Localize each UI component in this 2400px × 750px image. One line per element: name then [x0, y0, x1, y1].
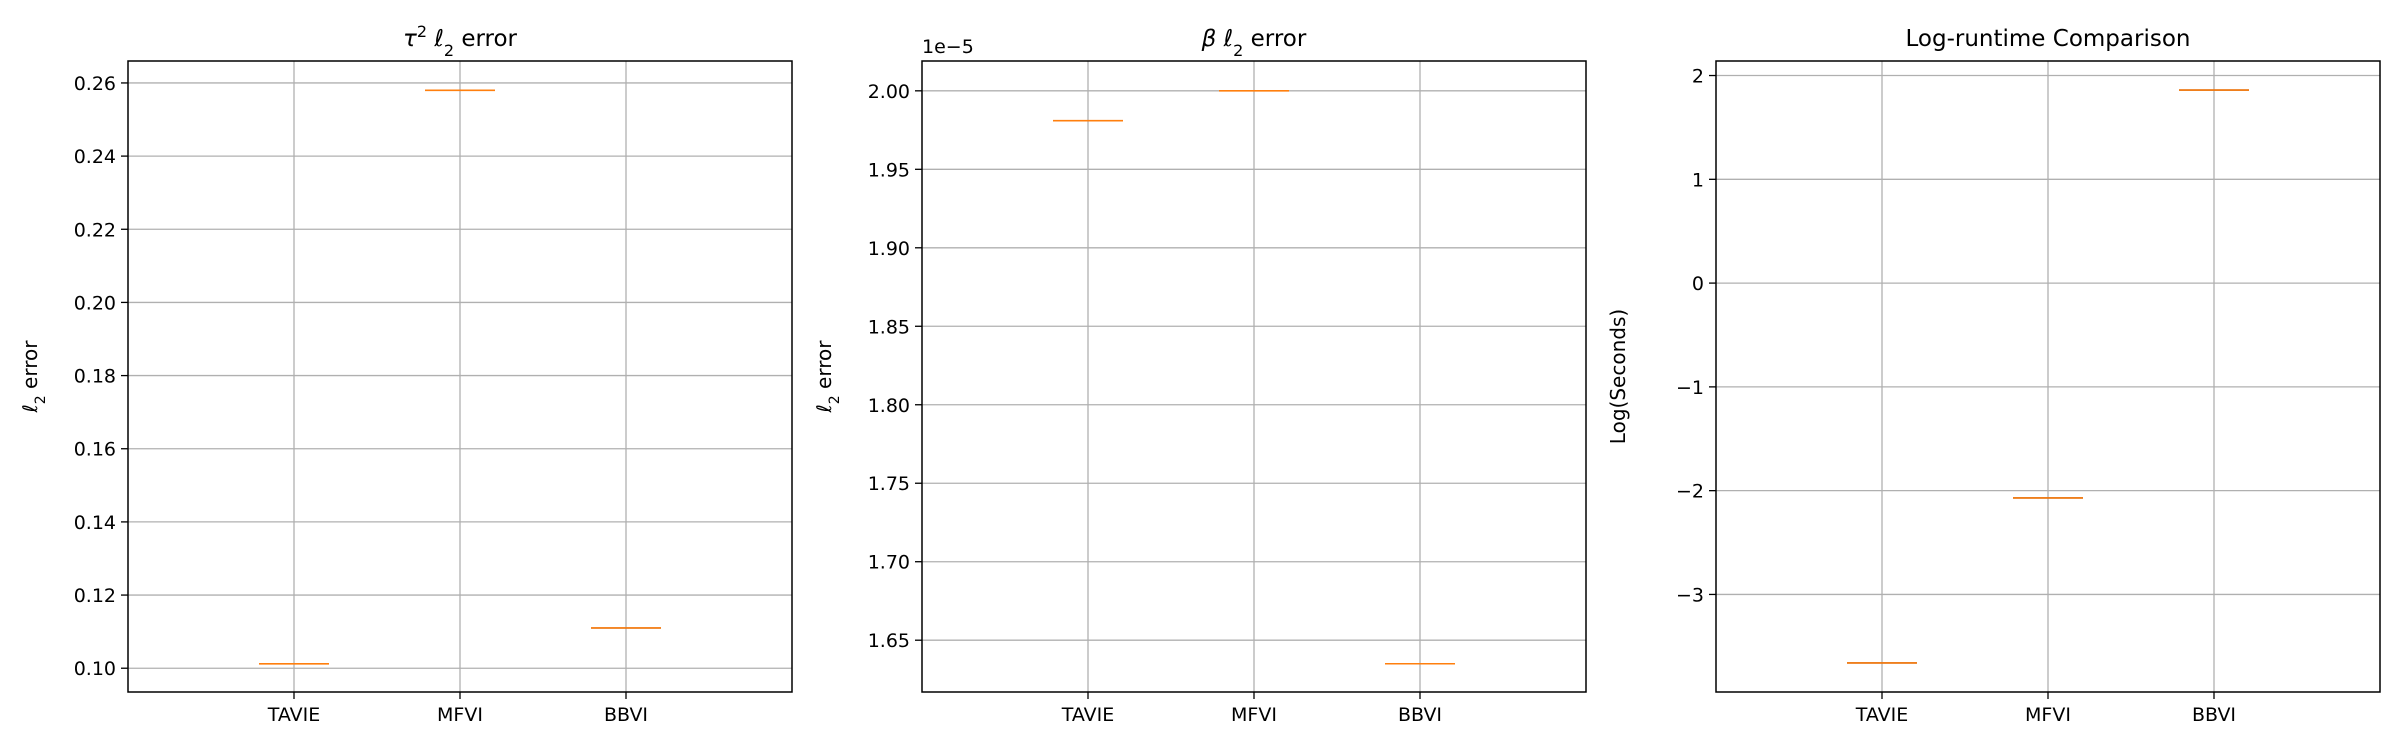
x-tick-label: TAVIE [267, 704, 321, 726]
y-tick-label: 2 [1692, 66, 1704, 88]
y-tick-label: 0.12 [74, 585, 116, 607]
x-tick-label: MFVI [437, 704, 483, 726]
x-tick-label: MFVI [1231, 704, 1277, 726]
y-tick-label: 1.80 [868, 395, 910, 417]
subplot-3: −3 −2 −1 0 1 2 TAVIE MFVI BBVI Log-runtime Compar… [1606, 26, 2381, 726]
subplot-2: 1.65 1.70 1.75 1.80 1.85 1.90 1.95 2.00 TAVIE MFV… [812, 26, 1587, 726]
y-axis-label: Log(Seconds) [1606, 309, 1630, 444]
y-tick-label: 0.18 [74, 366, 116, 388]
axes-frame [921, 60, 1587, 693]
y-tick-label: −1 [1676, 377, 1704, 399]
x-tick-label: BBVI [2192, 704, 2236, 726]
y-tick-label: 1.85 [868, 316, 910, 338]
axes-frame [127, 60, 793, 693]
x-tick-label: BBVI [1398, 704, 1442, 726]
y-tick-label: 1.65 [868, 630, 910, 652]
y-tick-label: 1.95 [868, 159, 910, 181]
y-tick-label: 1.70 [868, 552, 910, 574]
y-tick-label: −2 [1676, 481, 1704, 503]
y-tick-label: 0.10 [74, 658, 116, 680]
y-tick-label: 0.24 [74, 146, 116, 168]
y-tick-label: 1.75 [868, 473, 910, 495]
y-tick-label: 1 [1692, 169, 1704, 191]
y-axis-label: ℓ2 error [812, 340, 843, 414]
subplot-1: 0.10 0.12 0.14 0.16 0.18 0.20 0.22 0.24 0.26 TAVI… [18, 22, 793, 726]
y-tick-label: 0.16 [74, 439, 116, 461]
x-tick-label: TAVIE [1855, 704, 1909, 726]
axes-frame [1715, 60, 2381, 693]
x-tick-label: MFVI [2025, 704, 2071, 726]
y-tick-label: 1.90 [868, 238, 910, 260]
x-tick-label: TAVIE [1061, 704, 1115, 726]
y-tick-label: −3 [1676, 584, 1704, 606]
y-axis-label: ℓ2 error [18, 340, 49, 414]
y-axis-offset-label: 1e−5 [922, 36, 974, 58]
chart-title: β ℓ2 error [1201, 26, 1307, 60]
y-tick-label: 0.26 [74, 73, 116, 95]
y-tick-label: 0.20 [74, 292, 116, 314]
y-tick-label: 2.00 [868, 81, 910, 103]
chart-title: Log-runtime Comparison [1906, 26, 2191, 52]
x-tick-label: BBVI [604, 704, 648, 726]
y-tick-label: 0 [1692, 273, 1704, 295]
y-tick-label: 0.22 [74, 219, 116, 241]
chart-title: τ2 ℓ2 error [403, 22, 518, 60]
y-tick-label: 0.14 [74, 512, 116, 534]
